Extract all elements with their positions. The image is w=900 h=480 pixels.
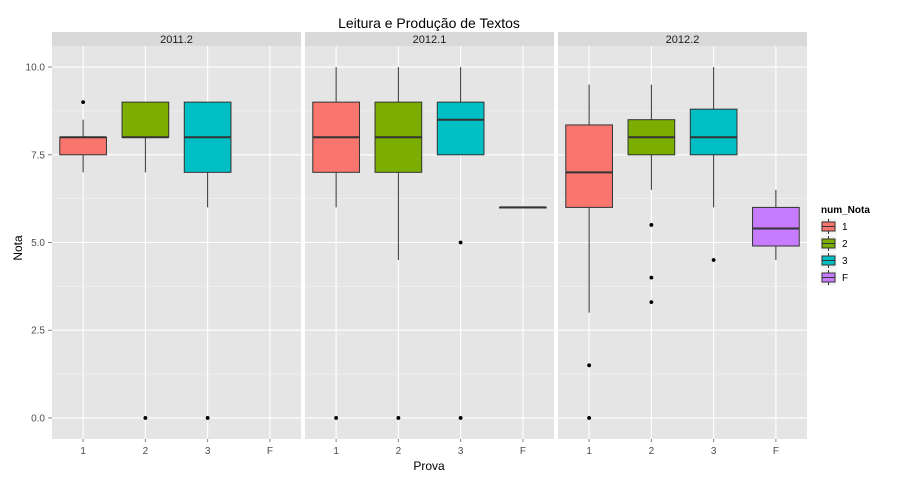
strip-label: 2012.1 [413, 34, 447, 46]
box-3 [436, 67, 485, 420]
panel-2011.2: 2011.2 1 2 3 F [52, 32, 301, 457]
outlier-point [587, 416, 592, 420]
legend-item-F: F [819, 268, 848, 287]
facet-panels: 2011.2 1 2 3 F 2012.1 1 2 3 F 2012.2 1 2 3 F [52, 32, 807, 457]
x-tick-label: F [520, 446, 526, 457]
x-tick-label: 1 [586, 446, 592, 457]
outlier-point [458, 240, 463, 245]
x-tick-label: 2 [649, 446, 655, 457]
box-3 [689, 67, 738, 262]
outlier-point [143, 416, 148, 420]
y-tick-label: 0.0 [31, 413, 45, 424]
strip-label: 2012.2 [666, 34, 700, 46]
y-tick-label: 7.5 [31, 150, 45, 161]
x-tick-label: F [267, 446, 273, 457]
x-tick-label: F [773, 446, 779, 457]
legend-item-1: 1 [819, 217, 848, 236]
legend: num_Nota 1 2 3 F [819, 205, 870, 287]
box-1 [312, 67, 360, 420]
y-axis-title: Nota [11, 235, 25, 261]
legend-label: F [842, 273, 848, 284]
strip-background [52, 32, 301, 46]
y-tick-label: 10.0 [26, 63, 46, 74]
x-tick-label: 1 [80, 446, 86, 457]
x-tick-label: 3 [711, 446, 717, 457]
box-2 [374, 67, 423, 420]
legend-label: 2 [842, 239, 848, 250]
outlier-point [649, 300, 654, 305]
box-body [436, 101, 485, 156]
box-2 [121, 101, 170, 420]
strip-background [558, 32, 807, 46]
x-tick-label: 2 [396, 446, 402, 457]
outlier-point [81, 100, 86, 105]
box-body [121, 101, 170, 138]
y-tick-label: 5.0 [31, 238, 45, 249]
legend-item-2: 2 [819, 234, 848, 253]
outlier-point [396, 416, 401, 420]
box-1 [59, 100, 107, 173]
legend-title: num_Nota [821, 205, 870, 216]
legend-item-3: 3 [819, 251, 848, 270]
chart-title: Leitura e Produção de Textos [338, 15, 520, 31]
box-2 [627, 84, 676, 305]
strip-label: 2011.2 [160, 34, 193, 46]
x-axis-title: Prova [413, 459, 445, 473]
panel-2012.1: 2012.1 1 2 3 F [305, 32, 554, 457]
outlier-point [649, 223, 654, 227]
x-tick-label: 3 [205, 446, 211, 457]
outlier-point [334, 416, 339, 420]
box-body [689, 108, 738, 156]
x-tick-label: 2 [143, 446, 149, 457]
legend-label: 3 [842, 256, 848, 267]
panel-2012.2: 2012.2 1 2 3 F [558, 32, 807, 457]
box-F [499, 206, 547, 209]
strip-background [305, 32, 554, 46]
outlier-point [587, 363, 592, 368]
y-axis: 0.0 2.5 5.0 7.5 10.0 [26, 63, 52, 424]
box-3 [183, 101, 232, 420]
outlier-point [458, 416, 463, 420]
box-body [565, 124, 613, 208]
box-body [752, 206, 800, 247]
box-body [59, 136, 107, 156]
box-F [752, 189, 800, 261]
y-tick-label: 2.5 [31, 326, 45, 337]
outlier-point [711, 258, 716, 262]
x-tick-label: 1 [333, 446, 339, 457]
box-1 [565, 84, 613, 420]
legend-label: 1 [842, 222, 848, 233]
outlier-point [205, 416, 210, 420]
outlier-point [649, 275, 654, 280]
x-tick-label: 3 [458, 446, 464, 457]
